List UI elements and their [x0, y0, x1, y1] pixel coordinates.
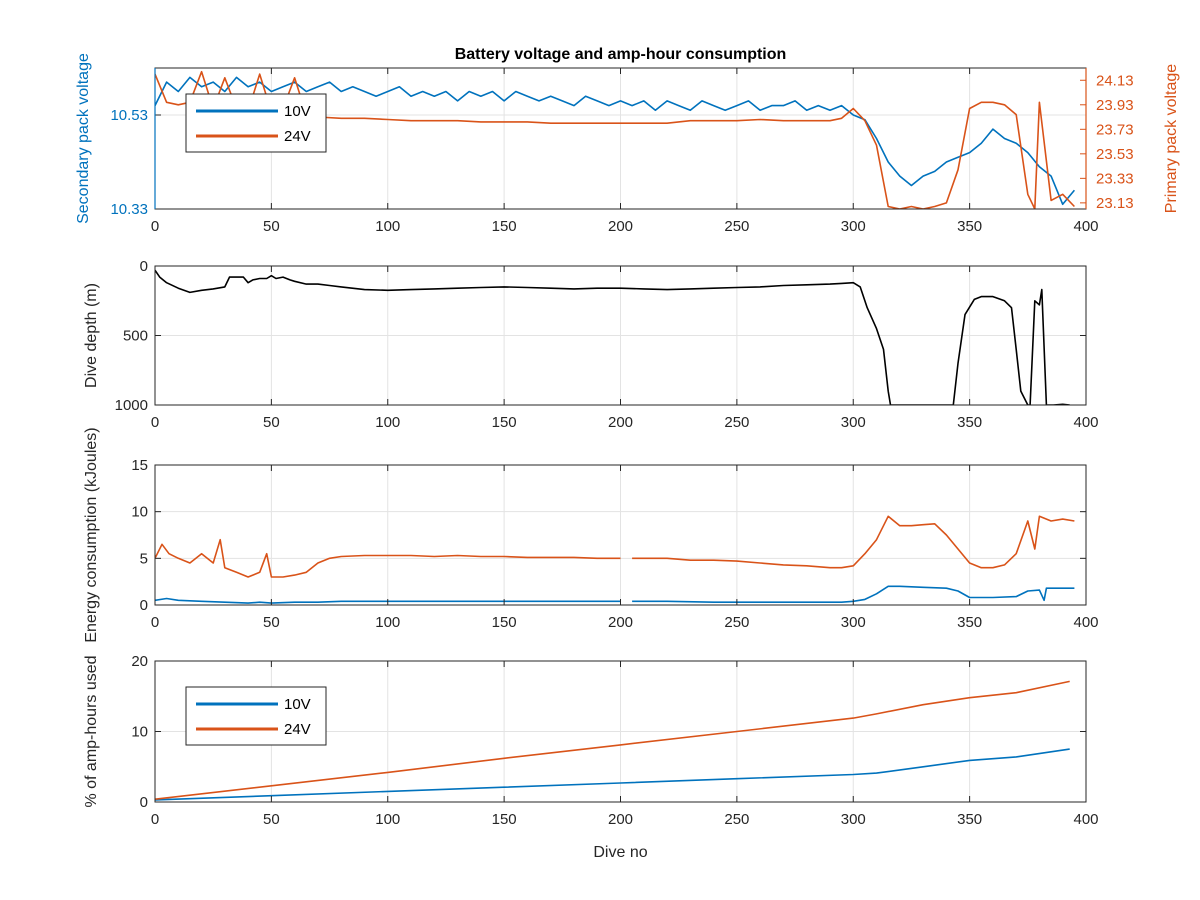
- series-group: [155, 680, 1070, 801]
- y-tick-label: 5: [140, 550, 148, 567]
- x-tick-label: 400: [1073, 414, 1098, 431]
- x-tick-label: 0: [151, 414, 159, 431]
- x-tick-label: 350: [957, 218, 982, 235]
- x-tick-label: 150: [492, 811, 517, 828]
- x-tick-label: 100: [375, 218, 400, 235]
- series-line-10v: [155, 748, 1070, 801]
- y-axis-label: Secondary pack voltage: [75, 53, 92, 224]
- y-axis-label: % of amp-hours used: [83, 655, 100, 807]
- y-axis-label: Energy consumption (kJoules): [83, 427, 100, 642]
- x-tick-label: 0: [151, 614, 159, 631]
- series-line-1: [155, 269, 1070, 405]
- x-tick-label: 50: [263, 414, 280, 431]
- x-tick-label: 400: [1073, 811, 1098, 828]
- x-tick-label: 200: [608, 614, 633, 631]
- y-tick-label: 20: [131, 653, 148, 670]
- x-tick-label: 350: [957, 614, 982, 631]
- chart-panel-3: 0 50 100 150 200 250 300 350 400 0 5 10 15 Energy con…: [83, 427, 1099, 642]
- x-tick-label: 150: [492, 614, 517, 631]
- chart-panel-4: 0 50 100 150 200 250 300 350 400 0 10 20 % of amp-ho…: [83, 653, 1099, 861]
- series-line-2: [155, 585, 1075, 604]
- x-tick-label: 100: [375, 811, 400, 828]
- x-axis-label: Dive no: [593, 844, 647, 861]
- y-tick-label: 10.53: [110, 107, 148, 124]
- chart-title: Battery voltage and amp-hour consumption: [455, 46, 787, 63]
- y-axis-label-right: Primary pack voltage: [1163, 64, 1180, 213]
- legend-label-24v: 24V: [284, 721, 311, 738]
- series-line-10v: [155, 76, 1076, 206]
- y-right-tick-label: 23.33: [1096, 170, 1134, 187]
- series-line-24v: [155, 680, 1070, 800]
- y-tick-label: 0: [140, 794, 148, 811]
- x-tick-label: 150: [492, 414, 517, 431]
- y-tick-label: 10: [131, 504, 148, 521]
- x-tick-label: 300: [841, 811, 866, 828]
- x-tick-label: 200: [608, 414, 633, 431]
- x-tick-label: 50: [263, 614, 280, 631]
- legend-label-24v: 24V: [284, 128, 311, 145]
- x-tick-label: 0: [151, 218, 159, 235]
- x-tick-label: 400: [1073, 218, 1098, 235]
- x-tick-label: 100: [375, 414, 400, 431]
- x-tick-label: 50: [263, 218, 280, 235]
- x-tick-label: 300: [841, 414, 866, 431]
- x-tick-label: 150: [492, 218, 517, 235]
- x-tick-label: 200: [608, 811, 633, 828]
- x-tick-label: 250: [724, 218, 749, 235]
- y-tick-label: 0: [140, 258, 148, 275]
- x-tick-label: 300: [841, 218, 866, 235]
- chart-panel-1: 0 50 100 150 200 250 300 350 400 10.33 10.53 23.13 2…: [75, 46, 1180, 235]
- y-tick-label: 1000: [115, 397, 148, 414]
- x-tick-label: 0: [151, 811, 159, 828]
- legend-box: [185, 93, 327, 153]
- series-line-1: [155, 515, 1075, 578]
- legend-label-10v: 10V: [284, 696, 311, 713]
- x-tick-label: 300: [841, 614, 866, 631]
- y-tick-label: 10: [131, 724, 148, 741]
- series-group: [155, 269, 1070, 405]
- series-group: [155, 515, 1075, 604]
- x-tick-label: 50: [263, 811, 280, 828]
- x-tick-label: 250: [724, 414, 749, 431]
- x-tick-label: 250: [724, 614, 749, 631]
- x-tick-label: 200: [608, 218, 633, 235]
- y-tick-label: 15: [131, 457, 148, 474]
- y-right-tick-label: 23.53: [1096, 146, 1134, 163]
- x-tick-label: 400: [1073, 614, 1098, 631]
- legend-label-10v: 10V: [284, 103, 311, 120]
- x-tick-label: 350: [957, 414, 982, 431]
- y-tick-label: 10.33: [110, 201, 148, 218]
- y-tick-label: 500: [123, 328, 148, 345]
- y-axis-label: Dive depth (m): [83, 283, 100, 388]
- y-tick-label: 0: [140, 597, 148, 614]
- y-right-tick-label: 23.93: [1096, 97, 1134, 114]
- x-tick-label: 350: [957, 811, 982, 828]
- y-right-tick-label: 23.13: [1096, 195, 1134, 212]
- legend-box: [185, 686, 327, 746]
- x-tick-label: 100: [375, 614, 400, 631]
- x-tick-label: 250: [724, 811, 749, 828]
- y-right-tick-label: 24.13: [1096, 72, 1134, 89]
- chart-panel-2: 0 50 100 150 200 250 300 350 400 0 500 1000 Dive dep…: [83, 258, 1099, 431]
- y-right-tick-label: 23.73: [1096, 121, 1134, 138]
